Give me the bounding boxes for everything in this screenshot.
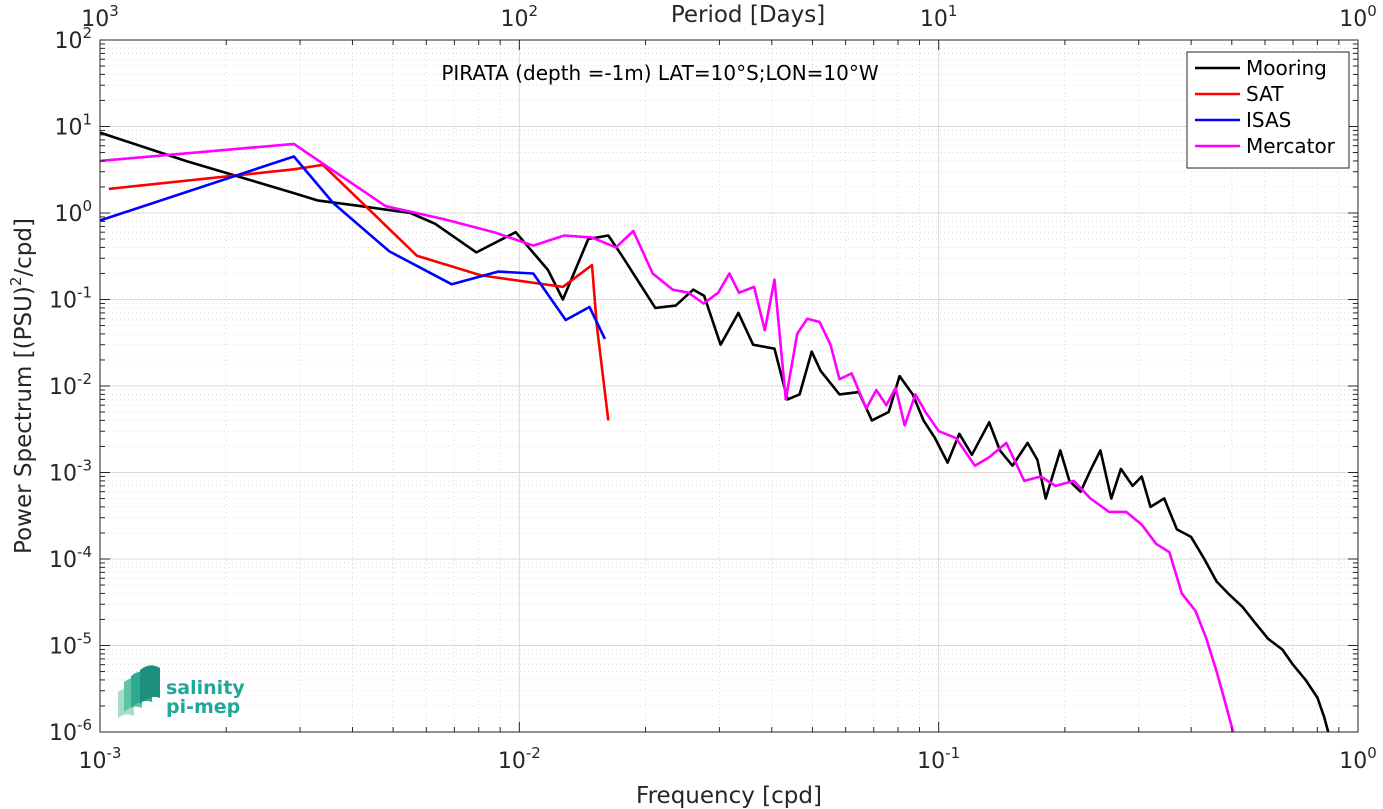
y-axis-label-unit: /cpd] <box>11 218 37 277</box>
y-axis-label-main: Power Spectrum [(PSU) <box>11 286 37 554</box>
top-tick-label: 103 <box>81 2 119 32</box>
x-tick-label: 10-2 <box>498 744 541 774</box>
x-tick-label: 10-1 <box>917 744 960 774</box>
series-layer <box>100 131 1330 732</box>
salinity-pi-mep-logo: salinity pi-mep <box>118 665 245 718</box>
y-tick-label: 101 <box>54 111 92 141</box>
y-tick-label: 100 <box>54 197 92 227</box>
logo-wave-icon <box>118 665 160 718</box>
legend-box <box>1186 51 1350 169</box>
x-tick-label: 10-3 <box>79 744 122 774</box>
top-tick-label: 102 <box>501 2 539 32</box>
y-tick-label: 10-3 <box>49 457 92 487</box>
legend-label-mooring: Mooring <box>1246 56 1327 80</box>
x-tick-label: 100 <box>1339 744 1377 774</box>
legend-label-mercator: Mercator <box>1246 134 1336 158</box>
y-tick-label: 10-4 <box>49 543 92 573</box>
x-axis-label: Frequency [cpd] <box>636 783 822 809</box>
y-tick-label: 10-2 <box>49 370 92 400</box>
y-tick-label: 10-5 <box>49 630 92 660</box>
y-tick-label: 102 <box>54 24 92 54</box>
chart-title: PIRATA (depth =-1m) LAT=10°S;LON=10°W <box>441 61 879 85</box>
y-axis-label-sup: 2 <box>7 277 25 287</box>
series-line-isas <box>100 155 607 340</box>
y-tick-label: 10-1 <box>49 284 92 314</box>
logo-text-pi-mep: pi-mep <box>166 696 240 718</box>
logo-text-salinity: salinity <box>166 677 245 699</box>
top-tick-label: 100 <box>1339 2 1377 32</box>
series-line-sat <box>108 163 610 421</box>
legend-label-isas: ISAS <box>1246 108 1291 132</box>
series-line-mercator <box>100 142 1235 732</box>
y-axis-label: Power Spectrum [(PSU)2/cpd] <box>7 218 37 554</box>
top-tick-label: 101 <box>920 2 958 32</box>
top-axis-label: Period [Days] <box>671 2 825 28</box>
legend-label-sat: SAT <box>1246 82 1284 106</box>
y-tick-label: 10-6 <box>49 716 92 746</box>
grid <box>99 40 1358 733</box>
